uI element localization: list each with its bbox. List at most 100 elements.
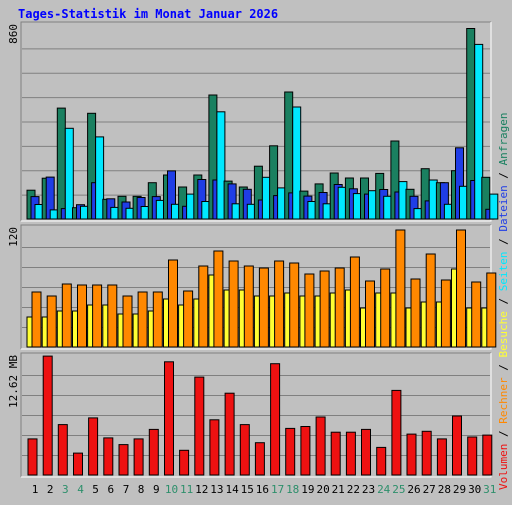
bar-volumen-day-6 <box>103 437 114 476</box>
bar-rechner-day-16 <box>258 267 269 348</box>
bar-rechner-day-18 <box>289 262 300 348</box>
x-tick-label-day-16: 16 <box>256 483 269 496</box>
bar-rechner-day-15 <box>243 265 254 348</box>
bar-volumen-day-17 <box>270 363 281 476</box>
bar-volumen-day-4 <box>73 452 83 476</box>
bar-rechner-day-26 <box>410 278 421 348</box>
bar-rechner-day-27 <box>425 253 436 348</box>
bar-volumen-day-24 <box>376 446 387 476</box>
x-tick-label-day-3: 3 <box>62 483 69 496</box>
x-tick-label-day-15: 15 <box>241 483 254 496</box>
panel-volume: 12.62 MB <box>7 352 493 478</box>
legend-separator: / <box>497 358 510 378</box>
x-tick-label-day-8: 8 <box>138 483 145 496</box>
x-tick-label-day-25: 25 <box>392 483 405 496</box>
bar-rechner-day-5 <box>92 284 103 348</box>
bar-volumen-day-20 <box>315 416 326 476</box>
bar-volumen-day-14 <box>224 392 235 476</box>
bar-rechner-day-23 <box>365 280 375 348</box>
bar-rechner-day-11 <box>183 290 194 348</box>
bar-volumen-day-30 <box>467 436 478 476</box>
x-tick-label-day-13: 13 <box>210 483 223 496</box>
bar-anfragen-day-3 <box>56 107 66 220</box>
legend-separator: / <box>497 165 510 185</box>
x-tick-label-day-22: 22 <box>347 483 360 496</box>
bar-rechner-day-3 <box>61 283 72 348</box>
legend-besuche: Besuche <box>497 311 510 357</box>
bar-volumen-day-5 <box>88 417 99 476</box>
legend-separator: / <box>497 291 510 311</box>
x-tick-label-day-6: 6 <box>107 483 114 496</box>
bar-volumen-day-27 <box>421 430 432 476</box>
bar-rechner-day-12 <box>198 265 209 348</box>
side-legend: Volumen / Rechner / Besuche / Seiten / D… <box>497 112 510 490</box>
chart-title: Tages-Statistik im Monat Januar 2026 <box>18 7 278 21</box>
legend-dateien: Dateien <box>497 185 510 231</box>
x-tick-label-day-14: 14 <box>225 483 239 496</box>
side-legend-text: Volumen / Rechner / Besuche / Seiten / D… <box>497 112 510 490</box>
axis-max-label: 860 <box>7 24 20 44</box>
panel-visits: 120 <box>7 224 497 350</box>
chart-panels: 860 120 12.62 MB <box>7 21 499 478</box>
bar-seiten-day-5 <box>95 136 105 220</box>
x-tick-label-day-27: 27 <box>423 483 436 496</box>
bar-volumen-day-21 <box>330 431 341 476</box>
x-tick-label-day-10: 10 <box>165 483 178 496</box>
legend-anfragen: Anfragen <box>497 112 510 165</box>
axis-max-label: 120 <box>7 227 20 247</box>
bar-rechner-day-28 <box>440 279 451 348</box>
bar-volumen-day-28 <box>436 438 447 476</box>
bar-rechner-day-24 <box>380 268 391 348</box>
x-tick-label-day-28: 28 <box>438 483 451 496</box>
bar-volumen-day-10 <box>164 361 174 476</box>
legend-rechner: Rechner <box>497 377 510 424</box>
x-tick-label-day-29: 29 <box>453 483 466 496</box>
bar-rechner-day-2 <box>46 295 57 348</box>
bar-volumen-day-18 <box>285 427 296 476</box>
bar-volumen-day-22 <box>345 431 356 476</box>
bar-rechner-day-9 <box>152 291 163 348</box>
x-tick-label-day-4: 4 <box>77 483 84 496</box>
legend-volumen: Volumen <box>497 444 510 490</box>
bar-rechner-day-29 <box>456 229 466 348</box>
x-tick-label-day-12: 12 <box>195 483 208 496</box>
bar-rechner-day-14 <box>228 260 239 348</box>
bar-volumen-day-8 <box>133 438 144 476</box>
bar-rechner-day-13 <box>213 250 224 348</box>
bar-rechner-day-17 <box>274 260 285 348</box>
x-tick-label-day-24: 24 <box>377 483 391 496</box>
x-tick-label-day-2: 2 <box>47 483 54 496</box>
bar-volumen-day-15 <box>239 424 250 476</box>
bar-rechner-day-1 <box>31 291 42 348</box>
bar-volumen-day-2 <box>42 355 53 476</box>
legend-seiten: Seiten <box>497 252 510 292</box>
bar-rechner-day-22 <box>349 256 360 348</box>
bar-volumen-day-26 <box>406 433 417 476</box>
bar-volumen-day-12 <box>194 376 205 476</box>
bar-seiten-day-30 <box>474 43 484 220</box>
bar-volumen-day-19 <box>300 426 311 476</box>
bar-rechner-day-19 <box>304 273 315 348</box>
x-tick-label-day-31: 31 <box>483 483 496 496</box>
bar-volumen-day-7 <box>118 444 129 476</box>
legend-separator: / <box>497 424 510 444</box>
bar-volumen-day-11 <box>179 449 190 476</box>
x-tick-label-day-21: 21 <box>332 483 345 496</box>
x-tick-label-day-30: 30 <box>468 483 481 496</box>
bar-volumen-day-31 <box>482 434 493 476</box>
bar-rechner-day-10 <box>168 259 178 348</box>
bar-rechner-day-30 <box>471 281 482 348</box>
x-tick-label-day-1: 1 <box>32 483 39 496</box>
bar-volumen-day-25 <box>391 389 402 476</box>
bar-rechner-day-31 <box>486 272 497 348</box>
x-tick-label-day-26: 26 <box>407 483 420 496</box>
bar-volumen-day-9 <box>148 428 159 476</box>
axis-max-label: 12.62 MB <box>7 355 20 408</box>
bar-volumen-day-3 <box>57 424 68 476</box>
x-tick-label-day-17: 17 <box>271 483 284 496</box>
bar-rechner-day-8 <box>137 291 148 348</box>
x-tick-label-day-19: 19 <box>301 483 314 496</box>
x-tick-label-day-5: 5 <box>92 483 99 496</box>
bar-volumen-day-23 <box>361 428 371 476</box>
